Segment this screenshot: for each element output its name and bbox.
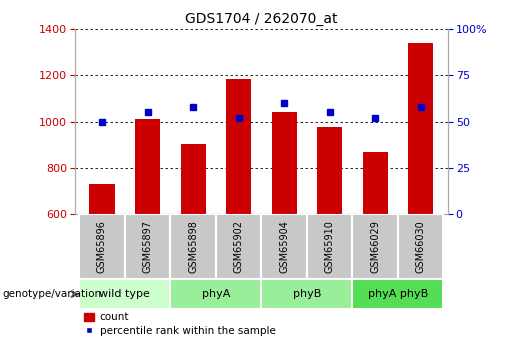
FancyBboxPatch shape (79, 279, 170, 309)
FancyBboxPatch shape (352, 279, 443, 309)
Bar (226, 79, 251, 214)
Title: GDS1704 / 262070_at: GDS1704 / 262070_at (185, 11, 338, 26)
Text: phyB: phyB (293, 289, 321, 299)
Text: genotype/variation: genotype/variation (3, 289, 101, 299)
FancyBboxPatch shape (170, 214, 216, 279)
Text: GSM65897: GSM65897 (143, 220, 152, 273)
Text: GSM65898: GSM65898 (188, 220, 198, 273)
Text: wild type: wild type (99, 289, 150, 299)
Bar (408, 43, 433, 214)
Text: GSM66030: GSM66030 (416, 220, 426, 273)
FancyBboxPatch shape (125, 214, 170, 279)
Bar (317, 127, 342, 214)
FancyBboxPatch shape (352, 214, 398, 279)
FancyBboxPatch shape (170, 279, 261, 309)
Text: phyA phyB: phyA phyB (368, 289, 428, 299)
FancyBboxPatch shape (398, 214, 443, 279)
Bar (90, 184, 114, 214)
Text: GSM65896: GSM65896 (97, 220, 107, 273)
Bar (181, 144, 205, 214)
Bar (363, 151, 388, 214)
FancyBboxPatch shape (307, 214, 352, 279)
FancyBboxPatch shape (262, 279, 352, 309)
FancyBboxPatch shape (79, 214, 125, 279)
Text: GSM65904: GSM65904 (279, 220, 289, 273)
Text: GSM65902: GSM65902 (234, 220, 244, 273)
Bar (135, 119, 160, 214)
Text: GSM66029: GSM66029 (370, 220, 380, 273)
Text: phyA: phyA (202, 289, 230, 299)
FancyBboxPatch shape (262, 214, 307, 279)
Legend: count, percentile rank within the sample: count, percentile rank within the sample (80, 308, 280, 340)
Text: GSM65910: GSM65910 (324, 220, 335, 273)
FancyBboxPatch shape (216, 214, 261, 279)
Bar (271, 112, 297, 214)
